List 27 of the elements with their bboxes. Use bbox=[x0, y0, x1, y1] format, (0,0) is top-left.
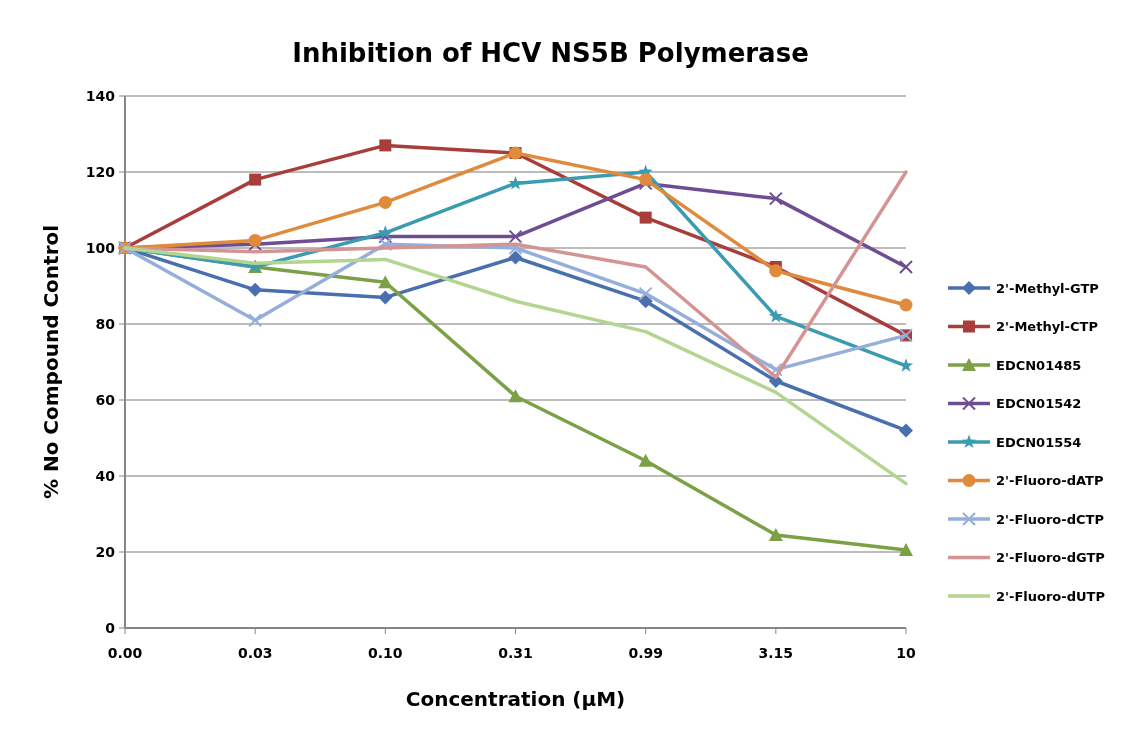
legend-label: 2'-Fluoro-dGTP bbox=[996, 550, 1105, 566]
chart-title: Inhibition of HCV NS5B Polymerase bbox=[292, 38, 809, 68]
legend-label: 2'-Methyl-CTP bbox=[996, 319, 1098, 335]
x-tick-label: 3.15 bbox=[758, 645, 794, 661]
x-tick-label: 0.99 bbox=[628, 645, 663, 661]
legend-label: EDCN01542 bbox=[996, 396, 1082, 412]
x-tick-label: 0.10 bbox=[368, 645, 403, 661]
legend-label: EDCN01485 bbox=[996, 357, 1082, 373]
y-tick-label: 80 bbox=[95, 315, 116, 332]
legend-label: 2'-Fluoro-dUTP bbox=[996, 588, 1105, 604]
y-tick-label: 0 bbox=[105, 619, 116, 636]
legend-label: 2'-Fluoro-dCTP bbox=[996, 511, 1104, 527]
y-tick-label: 20 bbox=[95, 543, 116, 560]
y-tick-label: 140 bbox=[85, 87, 116, 104]
y-tick-label: 120 bbox=[85, 163, 116, 180]
y-tick-label: 100 bbox=[85, 239, 116, 256]
y-axis-title: % No Compound Control bbox=[39, 224, 63, 500]
legend-label: 2'-Methyl-GTP bbox=[996, 280, 1099, 296]
x-tick-label: 0.00 bbox=[107, 645, 143, 661]
x-tick-label: 0.31 bbox=[498, 645, 533, 661]
x-axis-title: Concentration (µM) bbox=[405, 687, 626, 711]
y-tick-label: 40 bbox=[95, 467, 116, 484]
y-tick-label: 60 bbox=[95, 391, 116, 408]
legend-label: EDCN01554 bbox=[996, 434, 1082, 450]
x-tick-label: 10 bbox=[896, 645, 916, 661]
x-tick-label: 0.03 bbox=[237, 645, 273, 661]
legend-label: 2'-Fluoro-dATP bbox=[996, 473, 1104, 489]
